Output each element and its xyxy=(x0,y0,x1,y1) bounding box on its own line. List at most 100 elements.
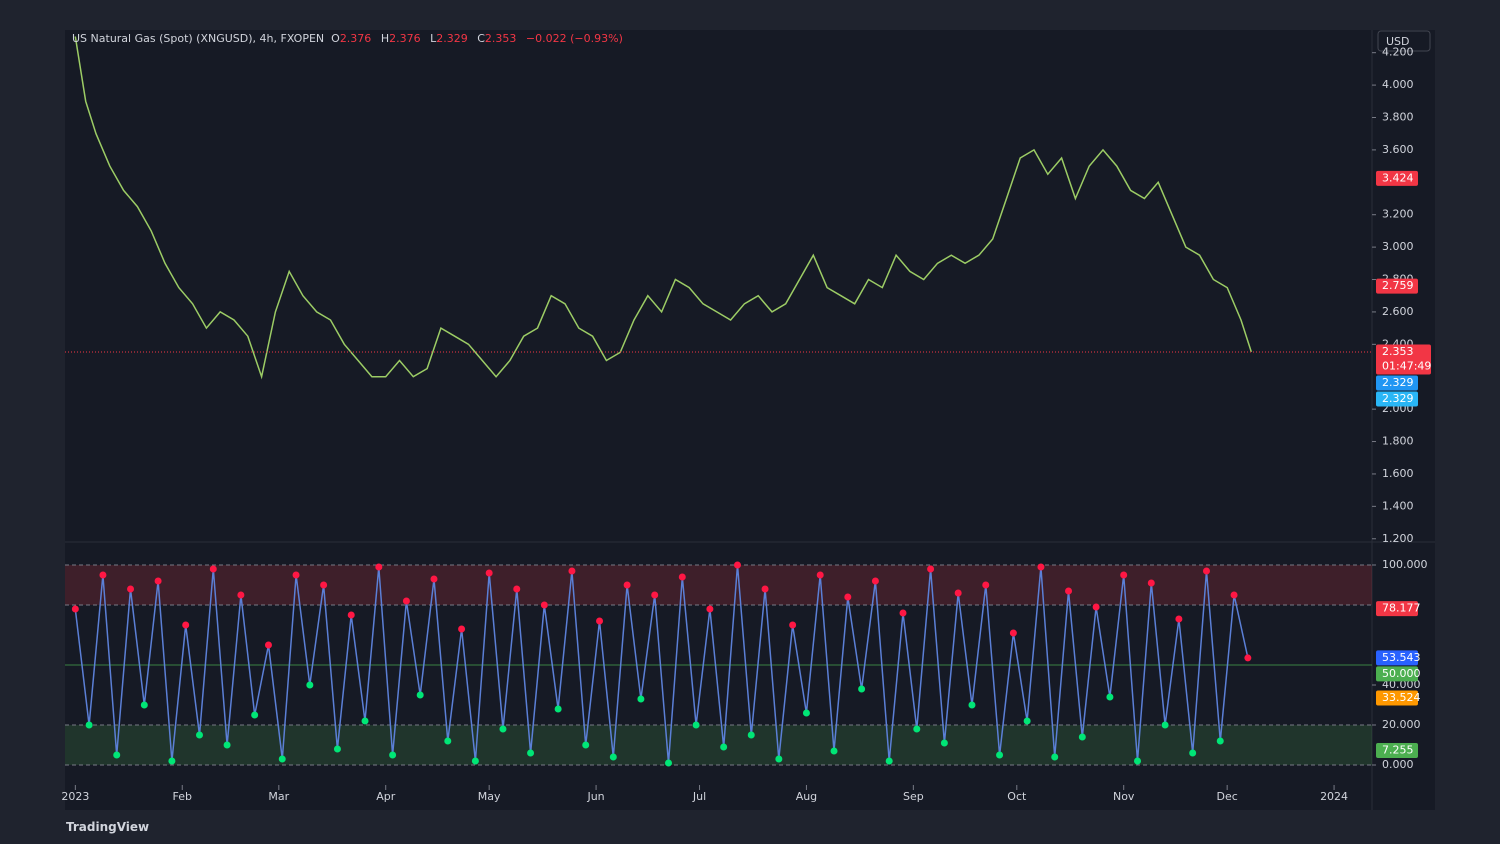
signal-dot xyxy=(444,737,452,745)
signal-dot xyxy=(195,731,203,739)
currency-box[interactable] xyxy=(1377,30,1431,52)
signal-dot xyxy=(871,577,879,585)
signal-dot xyxy=(1023,717,1031,725)
signal-dot xyxy=(182,621,190,629)
signal-dot xyxy=(1065,587,1073,595)
signal-dot xyxy=(402,597,410,605)
signal-dot xyxy=(927,565,935,573)
signal-dot xyxy=(996,751,1004,759)
signal-dot xyxy=(596,617,604,625)
signal-dot xyxy=(306,681,314,689)
signal-dot xyxy=(1216,737,1224,745)
y-tick-label: 1.200 xyxy=(1382,532,1414,545)
price-tag xyxy=(1376,170,1418,186)
price-tag-label: 2.329 xyxy=(1382,392,1414,405)
signal-dot xyxy=(802,709,810,717)
signal-dot xyxy=(844,593,852,601)
x-tick-label: Dec xyxy=(1217,790,1238,803)
signal-dot xyxy=(1161,721,1169,729)
x-tick-label: Mar xyxy=(268,790,289,803)
x-tick-label: 2024 xyxy=(1320,790,1348,803)
signal-dot xyxy=(637,695,645,703)
signal-dot xyxy=(99,571,107,579)
signal-dot xyxy=(706,605,714,613)
price-tag xyxy=(1376,391,1418,407)
change: −0.022 (−0.93%) xyxy=(525,32,623,45)
price-tag xyxy=(1376,666,1418,682)
signal-dot xyxy=(720,743,728,751)
zone xyxy=(65,565,1372,605)
signal-dot xyxy=(1051,753,1059,761)
signal-dot xyxy=(913,725,921,733)
price-tag-label: 2.329 xyxy=(1382,376,1414,389)
x-tick-label: 2023 xyxy=(61,790,89,803)
signal-dot xyxy=(1147,579,1155,587)
price-tag-label: 2.353 xyxy=(1382,345,1414,358)
signal-dot xyxy=(168,757,176,765)
y-tick-label: 3.000 xyxy=(1382,240,1414,253)
signal-dot xyxy=(347,611,355,619)
symbol-title: US Natural Gas (Spot) (XNGUSD), 4h, FXOP… xyxy=(72,32,325,45)
signal-dot xyxy=(389,751,397,759)
signal-dot xyxy=(1133,757,1141,765)
signal-dot xyxy=(375,563,383,571)
x-tick-label: Sep xyxy=(903,790,924,803)
signal-dot xyxy=(609,753,617,761)
y-tick-label: 2.600 xyxy=(1382,305,1414,318)
price-tag-label: 78.177 xyxy=(1382,602,1421,615)
y-tick-label: 4.000 xyxy=(1382,78,1414,91)
signal-dot xyxy=(789,621,797,629)
x-tick-label: Aug xyxy=(796,790,817,803)
signal-dot xyxy=(1106,693,1114,701)
brand[interactable]: TradingView xyxy=(66,820,150,834)
signal-dot xyxy=(1189,749,1197,757)
signal-dot xyxy=(830,747,838,755)
x-tick-label: Nov xyxy=(1113,790,1135,803)
signal-dot xyxy=(430,575,438,583)
price-tag-label: 33.524 xyxy=(1382,691,1421,704)
ohlc-label: C xyxy=(477,32,485,45)
signal-dot xyxy=(251,711,259,719)
signal-dot xyxy=(527,749,535,757)
signal-dot xyxy=(1009,629,1017,637)
y-tick-label: 3.800 xyxy=(1382,110,1414,123)
ohlc-label: O xyxy=(331,32,340,45)
signal-dot xyxy=(954,589,962,597)
signal-dot xyxy=(416,691,424,699)
zone xyxy=(65,725,1372,765)
y-tick-label: 1.800 xyxy=(1382,435,1414,448)
x-tick-label: Jul xyxy=(692,790,706,803)
signal-dot xyxy=(85,721,93,729)
price-tag xyxy=(1376,278,1418,294)
price-tag xyxy=(1376,650,1418,666)
signal-dot xyxy=(940,739,948,747)
signal-dot xyxy=(471,757,479,765)
currency-label: USD xyxy=(1386,35,1410,48)
signal-dot xyxy=(554,705,562,713)
signal-dot xyxy=(458,625,466,633)
signal-dot xyxy=(623,581,631,589)
price-tag-label: 7.255 xyxy=(1382,743,1414,756)
signal-dot xyxy=(513,585,521,593)
signal-dot xyxy=(209,565,217,573)
signal-dot xyxy=(1244,654,1252,662)
series-line xyxy=(74,36,1253,380)
signal-dot xyxy=(775,755,783,763)
x-tick-label: Apr xyxy=(376,790,396,803)
signal-dot xyxy=(154,577,162,585)
legend: US Natural Gas (Spot) (XNGUSD), 4h, FXOP… xyxy=(72,32,629,45)
signal-dot xyxy=(1078,733,1086,741)
signal-dot xyxy=(858,685,866,693)
y-tick-label: 3.600 xyxy=(1382,143,1414,156)
signal-dot xyxy=(361,717,369,725)
ohlc-value: 2.376 xyxy=(339,32,372,45)
price-tag xyxy=(1376,601,1418,617)
signal-dot xyxy=(127,585,135,593)
price-tag xyxy=(1376,742,1418,758)
y-tick-label: 1.600 xyxy=(1382,467,1414,480)
y-tick-label: 20.000 xyxy=(1382,718,1421,731)
signal-dot xyxy=(499,725,507,733)
x-tick-label: Oct xyxy=(1007,790,1027,803)
